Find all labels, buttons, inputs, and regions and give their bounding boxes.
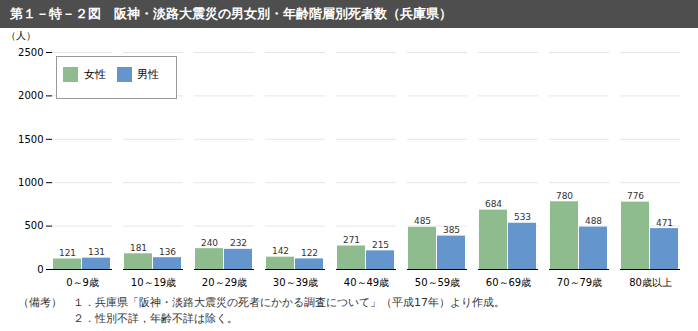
svg-text:1500: 1500 xyxy=(18,134,43,145)
svg-text:684: 684 xyxy=(485,199,502,209)
svg-text:776: 776 xyxy=(627,191,644,201)
svg-text:80歳以上: 80歳以上 xyxy=(629,277,672,288)
svg-text:485: 485 xyxy=(414,216,431,226)
html-text:第１－特－２図 阪神・淡路大震災の男女別・年齢階層別死者数（: 第１－特－２図 阪神・淡路大震災の男女別・年齢階層別死者数（兵庫県） xyxy=(10,6,452,21)
svg-text:500: 500 xyxy=(24,220,43,231)
svg-text:131: 131 xyxy=(88,247,105,257)
svg-text:181: 181 xyxy=(130,243,147,253)
svg-text:471: 471 xyxy=(656,218,673,228)
svg-text:142: 142 xyxy=(272,246,289,256)
html-text:男性: 男性 xyxy=(137,68,159,81)
svg-text:60～69歳: 60～69歳 xyxy=(486,277,531,288)
svg-text:20～29歳: 20～29歳 xyxy=(202,277,247,288)
html-text:女性: 女性 xyxy=(83,68,106,81)
svg-text:136: 136 xyxy=(159,247,176,257)
svg-text:121: 121 xyxy=(59,248,76,258)
svg-text:2500: 2500 xyxy=(18,47,43,58)
svg-text:232: 232 xyxy=(230,238,247,248)
svg-text:1000: 1000 xyxy=(18,177,43,188)
svg-text:（人）: （人） xyxy=(6,30,36,41)
svg-text:215: 215 xyxy=(372,240,389,250)
svg-text:70～79歳: 70～79歳 xyxy=(557,277,602,288)
svg-text:40～49歳: 40～49歳 xyxy=(344,277,389,288)
svg-text:271: 271 xyxy=(343,235,360,245)
html-text:（備考） １．兵庫県「阪神・淡路大震災の死者にかかる調査につ: （備考） １．兵庫県「阪神・淡路大震災の死者にかかる調査について」（平成17年）… xyxy=(18,296,505,325)
svg-text:122: 122 xyxy=(301,248,318,258)
svg-text:533: 533 xyxy=(514,212,531,222)
svg-text:385: 385 xyxy=(443,225,460,235)
svg-text:0: 0 xyxy=(37,264,43,275)
svg-text:50～59歳: 50～59歳 xyxy=(415,277,460,288)
svg-text:2000: 2000 xyxy=(18,90,43,101)
svg-text:0～9歳: 0～9歳 xyxy=(66,277,99,288)
svg-text:30～39歳: 30～39歳 xyxy=(273,277,318,288)
svg-text:240: 240 xyxy=(201,238,218,248)
svg-text:10～19歳: 10～19歳 xyxy=(131,277,176,288)
svg-text:488: 488 xyxy=(585,216,602,226)
svg-text:780: 780 xyxy=(556,191,573,201)
